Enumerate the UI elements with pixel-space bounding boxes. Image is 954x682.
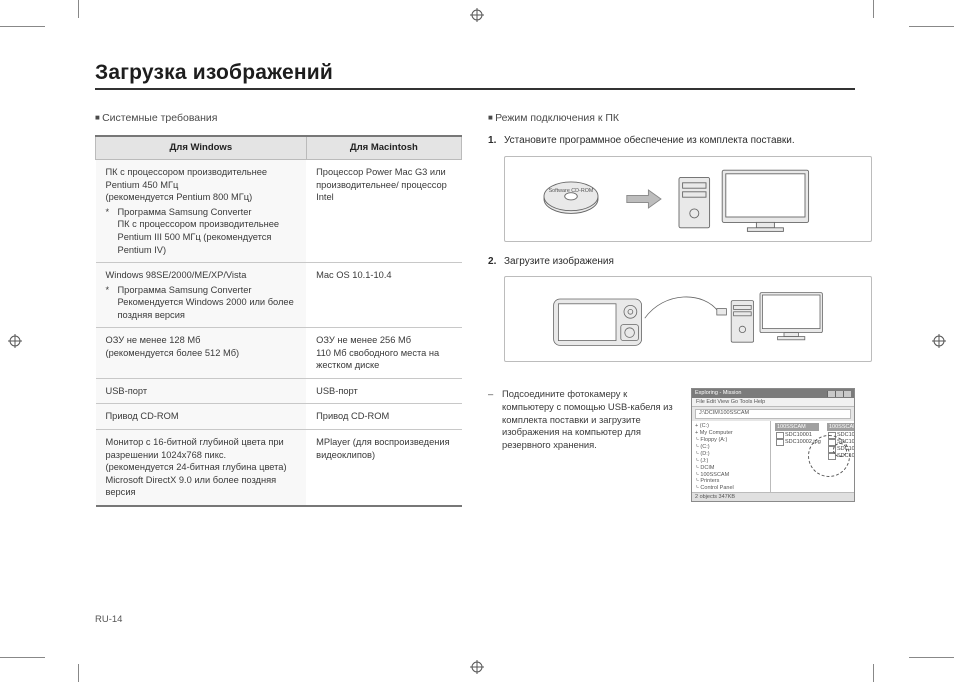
crop-mark bbox=[909, 26, 954, 27]
cell-text: Рекомендуется Windows 2000 или более поз… bbox=[118, 296, 297, 321]
registration-mark-icon bbox=[8, 334, 22, 348]
page-content: Загрузка изображений Системные требовани… bbox=[95, 60, 855, 620]
mini-status: 2 objects 347KB bbox=[692, 492, 854, 501]
cell-text: Монитор с 16-битной глубиной цвета при р… bbox=[96, 430, 307, 506]
figure-connect-camera bbox=[504, 276, 872, 362]
mini-menu: File Edit View Go Tools Help bbox=[692, 398, 854, 407]
cell-text: Программа Samsung Converter bbox=[118, 285, 252, 295]
step-2: Загрузите изображения bbox=[488, 256, 855, 363]
table-row: Монитор с 16-битной глубиной цвета при р… bbox=[96, 430, 462, 506]
right-column: Режим подключения к ПК Установите програ… bbox=[488, 112, 855, 506]
registration-mark-icon bbox=[470, 8, 484, 22]
cell-text: Процессор Power Mac G3 или производитель… bbox=[306, 160, 461, 263]
cell-text: ОЗУ не менее 256 Мб110 Мб свободного мес… bbox=[306, 328, 461, 379]
crop-mark bbox=[0, 657, 45, 658]
th-windows: Для Windows bbox=[96, 136, 307, 159]
cell-text: Windows 98SE/2000/ME/XP/Vista bbox=[106, 270, 247, 280]
cd-label: Software CD-ROM bbox=[549, 188, 594, 194]
step-text: Загрузите изображения bbox=[504, 256, 614, 267]
registration-mark-icon bbox=[932, 334, 946, 348]
cell-text: ПК с процессором производительнее Pentiu… bbox=[118, 218, 297, 256]
crop-mark bbox=[78, 664, 79, 682]
crop-mark bbox=[0, 26, 45, 27]
crop-mark bbox=[873, 664, 874, 682]
section-heading-pcmode: Режим подключения к ПК bbox=[488, 112, 855, 125]
section-heading-requirements: Системные требования bbox=[95, 112, 462, 125]
cell-text: Привод CD-ROM bbox=[306, 404, 461, 430]
page-number: RU-14 bbox=[95, 614, 122, 626]
window-buttons-icon bbox=[827, 391, 851, 397]
mini-pane: 100SSCAM SDC10001 SDC10002.jpg 100SSCAM … bbox=[771, 421, 854, 499]
cell-text: Mac OS 10.1-10.4 bbox=[306, 263, 461, 328]
system-requirements-table: Для Windows Для Macintosh ПК с процессор… bbox=[95, 135, 462, 506]
cell-text: ПК с процессором производительнее Pentiu… bbox=[106, 167, 268, 202]
cell-text: Программа Samsung Converter bbox=[118, 207, 252, 217]
crop-mark bbox=[78, 0, 79, 18]
steps-list: Установите программное обеспечение из ко… bbox=[488, 135, 855, 362]
cell-text: MPlayer (для воспроизведения видеоклипов… bbox=[306, 430, 461, 506]
cell-text: USB-порт bbox=[96, 378, 307, 404]
table-row: ПК с процессором производительнее Pentiu… bbox=[96, 160, 462, 263]
step-text: Установите программное обеспечение из ко… bbox=[504, 135, 795, 146]
mini-title: Exploring - Mission bbox=[695, 390, 741, 397]
mini-address: J:\DCIM\100SSCAM bbox=[695, 409, 851, 419]
cell-text: USB-порт bbox=[306, 378, 461, 404]
table-row: USB-порт USB-порт bbox=[96, 378, 462, 404]
crop-mark bbox=[909, 657, 954, 658]
step-1: Установите программное обеспечение из ко… bbox=[488, 135, 855, 242]
cell-text: Привод CD-ROM bbox=[96, 404, 307, 430]
highlight-circle-icon bbox=[808, 435, 850, 477]
note-text: Подсоедините фотокамеру к компьютеру с п… bbox=[488, 388, 679, 502]
table-row: Windows 98SE/2000/ME/XP/Vista Программа … bbox=[96, 263, 462, 328]
left-column: Системные требования Для Windows Для Mac… bbox=[95, 112, 462, 506]
figure-install-software: Software CD-ROM bbox=[504, 156, 872, 242]
th-macintosh: Для Macintosh bbox=[306, 136, 461, 159]
registration-mark-icon bbox=[470, 660, 484, 674]
crop-mark bbox=[873, 0, 874, 18]
table-row: ОЗУ не менее 128 Мб(рекомендуется более … bbox=[96, 328, 462, 379]
cell-text: ОЗУ не менее 128 Мб(рекомендуется более … bbox=[96, 328, 307, 379]
page-title: Загрузка изображений bbox=[95, 60, 855, 90]
mini-screenshot-explorer: Exploring - Mission File Edit View Go To… bbox=[691, 388, 855, 502]
note-row: Подсоедините фотокамеру к компьютеру с п… bbox=[488, 388, 855, 502]
table-row: Привод CD-ROM Привод CD-ROM bbox=[96, 404, 462, 430]
mini-tree: + (C:) + My Computer └ Floppy (A:) └ (C:… bbox=[692, 421, 771, 499]
